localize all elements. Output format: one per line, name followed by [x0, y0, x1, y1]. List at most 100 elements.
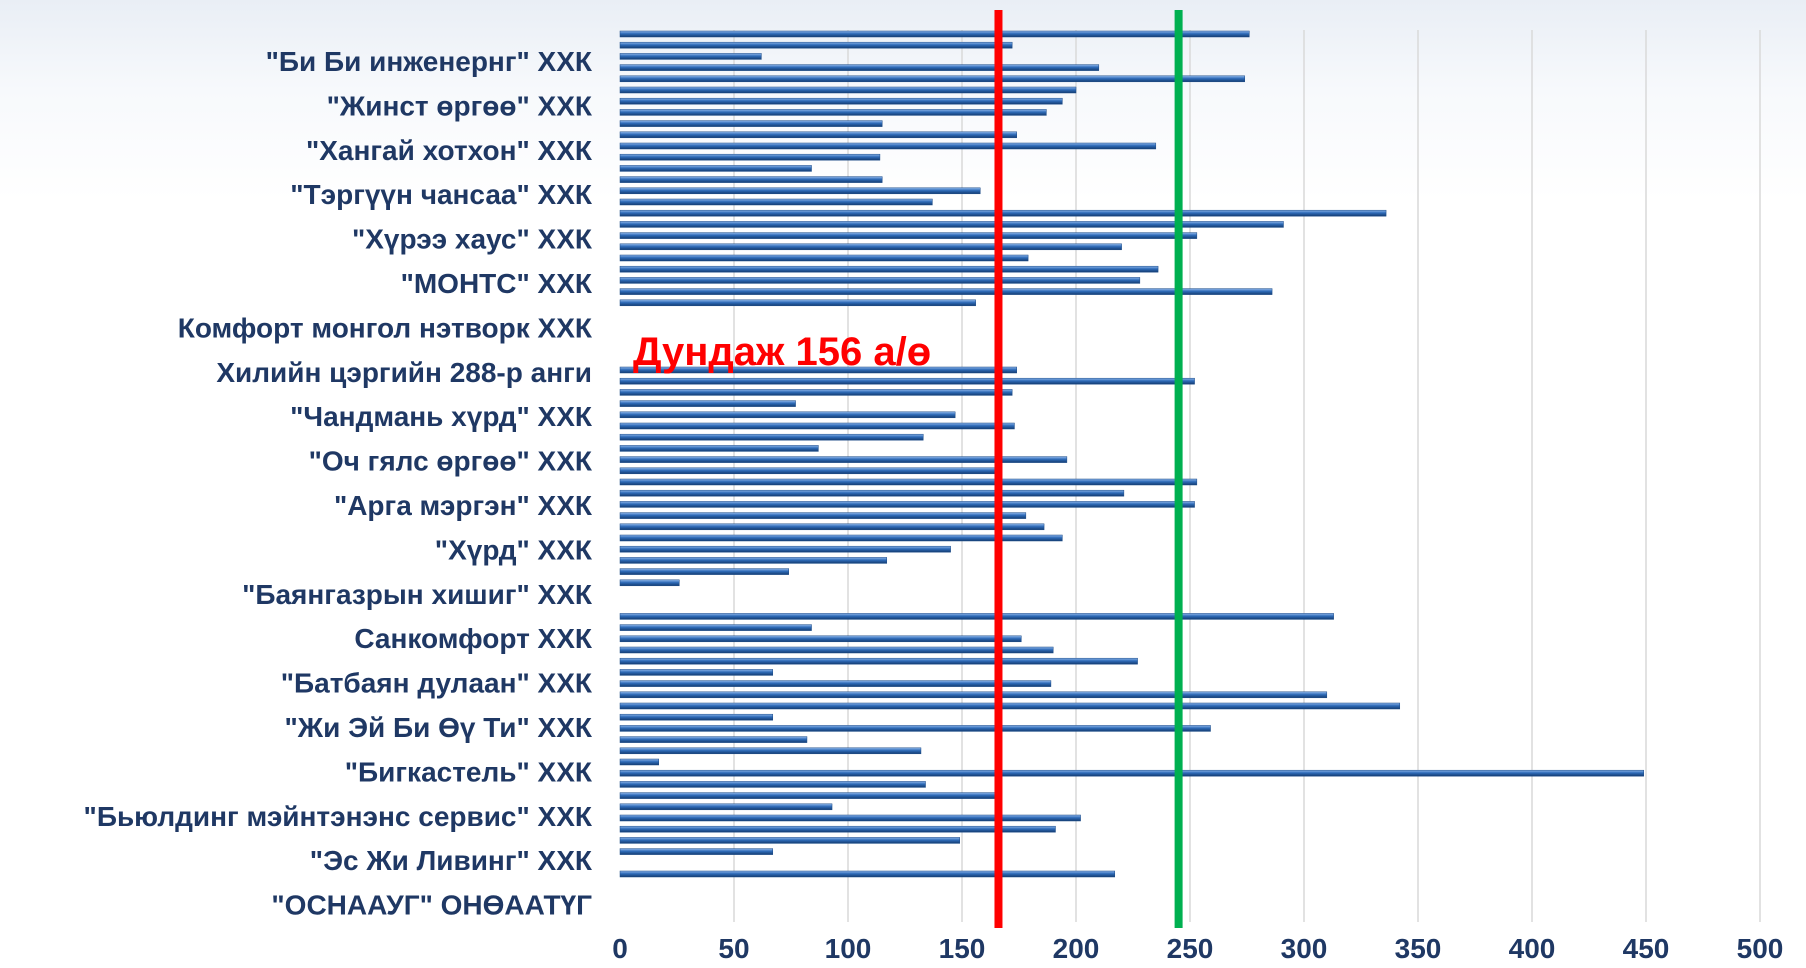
category-label: "Арга мэргэн" ХХК — [334, 490, 593, 521]
category-label: "Тэргүүн чансаа" ХХК — [290, 179, 593, 210]
category-label: "Би Би инженернг" ХХК — [266, 46, 593, 77]
category-label: "Эс Жи Ливинг" ХХК — [310, 845, 593, 876]
x-tick-label: 200 — [1053, 933, 1100, 964]
bar — [619, 389, 1013, 396]
category-label: "Жинст өргөө" ХХК — [327, 90, 593, 121]
bar — [619, 657, 1138, 665]
bar — [619, 153, 881, 161]
x-tick-label: 250 — [1167, 933, 1214, 964]
category-label: "Батбаян дулаан" ХХК — [281, 668, 593, 699]
bar — [619, 445, 819, 452]
bars — [619, 30, 1644, 878]
category-label: "Бигкастель" ХХК — [345, 756, 593, 787]
x-tick-label: 100 — [825, 933, 872, 964]
category-labels: "Би Би инженернг" ХХК "Жинст өргөө" ХХК "Х… — [84, 46, 593, 921]
bar — [619, 456, 1068, 463]
bar — [619, 624, 812, 631]
bar — [619, 30, 1250, 38]
bar — [619, 165, 812, 172]
bar — [619, 53, 762, 60]
x-tick-label: 300 — [1281, 933, 1328, 964]
x-tick-label: 500 — [1737, 933, 1784, 964]
x-tick-label: 400 — [1509, 933, 1556, 964]
bar — [619, 680, 1052, 687]
bar — [619, 277, 1141, 284]
bar — [619, 232, 1198, 239]
bar — [619, 86, 1077, 94]
bar — [619, 792, 997, 799]
bar — [619, 120, 883, 127]
bar — [619, 568, 789, 575]
bar — [619, 265, 1159, 273]
bar — [619, 736, 808, 743]
x-tick-label: 350 — [1395, 933, 1442, 964]
category-label: "Оч гялс өргөө" ХХК — [309, 446, 593, 477]
category-label: "ОСНААУГ" ОНӨААТҮГ — [271, 890, 592, 921]
bar — [619, 131, 1017, 139]
bar — [619, 837, 960, 844]
bar — [619, 669, 774, 676]
bar — [619, 467, 997, 475]
gridlines — [733, 30, 1761, 922]
bar — [619, 411, 956, 419]
bar — [619, 769, 1644, 777]
bar — [619, 75, 1245, 83]
bar — [619, 243, 1122, 251]
bar — [619, 870, 1116, 878]
x-tick-label: 450 — [1623, 933, 1670, 964]
bar — [619, 209, 1387, 217]
bar — [619, 109, 1047, 116]
bar — [619, 523, 1045, 531]
bar — [619, 176, 883, 183]
reference-lines — [994, 10, 1183, 928]
bar — [619, 713, 774, 721]
bar — [619, 400, 796, 407]
category-label: Комфорт монгол нэтворк ХХК — [178, 312, 593, 343]
category-label: "Чандмань хүрд" ХХК — [290, 401, 593, 432]
bar — [619, 803, 833, 811]
x-tick-label: 150 — [939, 933, 986, 964]
bar — [619, 725, 1211, 732]
bar — [619, 97, 1063, 105]
category-label: Санкомфорт ХХК — [354, 623, 593, 654]
bar — [619, 221, 1284, 228]
bar — [619, 579, 680, 587]
bar — [619, 198, 933, 206]
bar — [619, 758, 660, 766]
bar — [619, 781, 926, 788]
category-label: "Бьюлдинг мэйнтэнэнс сервис" ХХК — [84, 801, 593, 832]
category-label: Хилийн цэргийн 288-р анги — [216, 357, 592, 388]
x-axis-ticks: 0 50 100 150 200 250 300 350 400 450 500 — [612, 933, 1783, 964]
bar — [619, 187, 981, 195]
category-label: "Жи Эй Би Өү Ти" ХХК — [285, 712, 593, 743]
bar — [619, 646, 1054, 654]
bar — [619, 433, 924, 441]
bar — [619, 142, 1157, 150]
bar — [619, 635, 1022, 643]
bar — [619, 534, 1063, 542]
bar — [619, 299, 976, 307]
bar — [619, 489, 1125, 497]
bar — [619, 501, 1195, 508]
bar — [619, 512, 1027, 519]
bar — [619, 825, 1056, 833]
bar — [619, 422, 1015, 430]
bar — [619, 613, 1334, 620]
bar — [619, 557, 888, 564]
bar — [619, 545, 951, 553]
bar — [619, 814, 1081, 822]
bar — [619, 478, 1198, 486]
x-tick-label: 50 — [718, 933, 749, 964]
bar — [619, 64, 1100, 71]
x-tick-label: 0 — [612, 933, 628, 964]
average-annotation: Дундаж 156 а/ө — [633, 330, 931, 374]
category-label: "МОНТС" ХХК — [401, 268, 593, 299]
bar — [619, 747, 922, 755]
bar — [619, 366, 1017, 374]
bar — [619, 848, 774, 855]
bar — [619, 377, 1195, 385]
bar — [619, 41, 1013, 49]
bar — [619, 288, 1273, 295]
category-label: "Хүрд" ХХК — [435, 534, 593, 565]
